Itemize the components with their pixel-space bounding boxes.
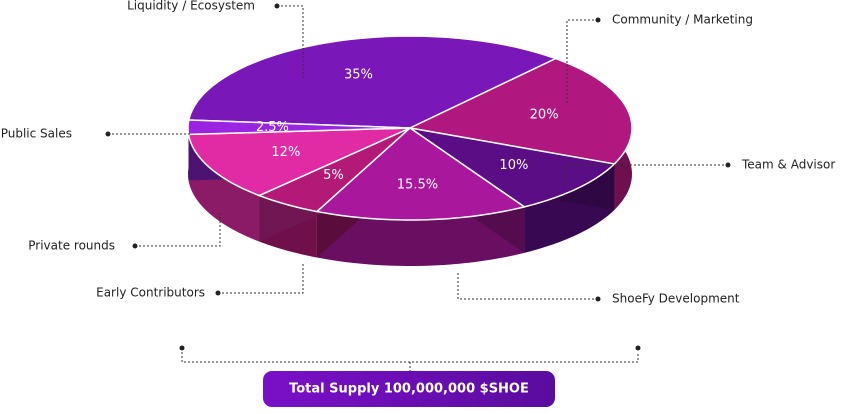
slice-label: 5% — [323, 168, 344, 183]
category-label: Liquidity / Ecosystem — [127, 0, 255, 13]
leader-line — [281, 5, 304, 78]
slice — [187, 119, 411, 136]
category-label: Private rounds — [28, 239, 115, 253]
slice-side — [188, 134, 260, 242]
category-label: Public Sales — [1, 127, 72, 141]
slices — [187, 35, 633, 221]
leader-dot — [595, 17, 601, 23]
slice — [187, 35, 558, 129]
category-label: Team & Advisor — [741, 158, 835, 172]
slice-label: 20% — [530, 108, 559, 123]
category-label: ShoeFy Development — [612, 292, 740, 306]
leader-dot — [215, 290, 221, 296]
leader-line — [564, 164, 724, 186]
leader-dot — [595, 296, 601, 302]
slice — [409, 127, 616, 208]
leader-dot — [132, 243, 138, 249]
category-label: Community / Marketing — [612, 13, 753, 27]
leader-line — [457, 272, 594, 300]
slice — [315, 127, 527, 221]
slice — [257, 127, 411, 213]
leader-line — [566, 19, 594, 105]
slice-label: 2.5% — [256, 120, 289, 135]
slice-side — [316, 206, 525, 266]
leader-dot — [105, 131, 111, 137]
leader-line — [222, 262, 304, 294]
bracket — [179, 345, 641, 372]
category-label: Early Contributors — [96, 286, 205, 300]
slice-label: 10% — [499, 158, 528, 173]
total-supply-badge — [263, 371, 555, 407]
leader-line — [139, 212, 221, 247]
slice-label: 12% — [271, 145, 300, 160]
slice — [187, 127, 411, 197]
leader-dot — [725, 162, 731, 168]
total-supply: Total Supply 100,000,000 $SHOE — [289, 382, 529, 397]
slice-label: 35% — [344, 68, 373, 83]
slice-label: 15.5% — [397, 177, 438, 192]
leader-dot — [274, 3, 280, 9]
